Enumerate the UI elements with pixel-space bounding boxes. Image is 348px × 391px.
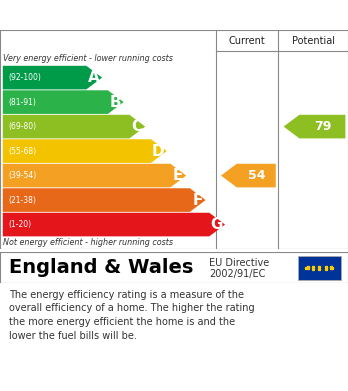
Text: E: E	[173, 168, 183, 183]
Polygon shape	[3, 66, 102, 90]
FancyBboxPatch shape	[298, 256, 341, 280]
Text: Not energy efficient - higher running costs: Not energy efficient - higher running co…	[3, 238, 174, 247]
Text: Energy Efficiency Rating: Energy Efficiency Rating	[9, 5, 238, 23]
Text: (81-91): (81-91)	[8, 98, 36, 107]
Text: (55-68): (55-68)	[8, 147, 36, 156]
Polygon shape	[3, 188, 206, 212]
Text: 2002/91/EC: 2002/91/EC	[209, 269, 265, 279]
Polygon shape	[3, 90, 124, 114]
Text: C: C	[131, 119, 142, 134]
Polygon shape	[284, 115, 346, 138]
Text: (1-20): (1-20)	[8, 220, 31, 229]
Text: (39-54): (39-54)	[8, 171, 36, 180]
Polygon shape	[3, 213, 225, 237]
Polygon shape	[3, 115, 145, 138]
Text: 54: 54	[247, 169, 265, 182]
Text: England & Wales: England & Wales	[9, 258, 193, 277]
Text: Very energy efficient - lower running costs: Very energy efficient - lower running co…	[3, 54, 173, 63]
Polygon shape	[221, 164, 276, 187]
Polygon shape	[3, 139, 167, 163]
Text: (92-100): (92-100)	[8, 73, 41, 82]
Text: Potential: Potential	[292, 36, 335, 45]
Text: F: F	[192, 192, 203, 208]
Polygon shape	[3, 164, 186, 187]
Text: (69-80): (69-80)	[8, 122, 36, 131]
Text: EU Directive: EU Directive	[209, 258, 269, 268]
Text: B: B	[109, 95, 121, 109]
Text: G: G	[210, 217, 222, 232]
Text: D: D	[151, 143, 164, 159]
Text: 79: 79	[314, 120, 331, 133]
Text: A: A	[88, 70, 99, 85]
Text: Current: Current	[229, 36, 266, 45]
Text: (21-38): (21-38)	[8, 196, 36, 204]
Text: The energy efficiency rating is a measure of the
overall efficiency of a home. T: The energy efficiency rating is a measur…	[9, 290, 254, 341]
